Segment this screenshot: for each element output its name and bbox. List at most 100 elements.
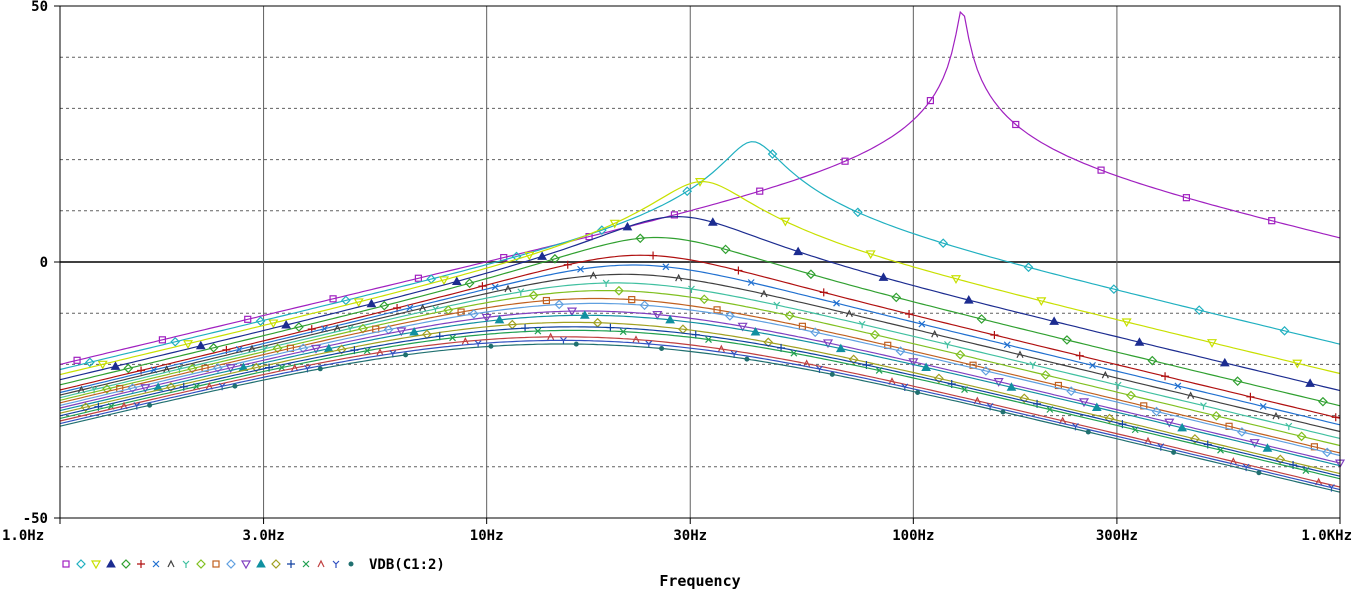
series-marker: [255, 316, 266, 327]
series-marker: [747, 279, 755, 286]
series-marker: [1174, 382, 1182, 390]
series-marker: [961, 386, 968, 394]
series-marker: [1101, 370, 1109, 379]
series-marker: [1272, 411, 1280, 420]
series-marker: [1259, 402, 1267, 410]
series-marker: [170, 336, 181, 347]
series-marker: [1305, 378, 1315, 387]
legend: VDB(C1:2): [62, 557, 445, 573]
series-marker: [534, 327, 542, 335]
series-marker: [278, 364, 286, 372]
x-tick-label: 30Hz: [673, 528, 707, 544]
series-marker: [1126, 390, 1136, 401]
series: [59, 215, 1341, 392]
series-marker: [317, 559, 325, 568]
series-marker: [773, 301, 781, 310]
series-marker: [478, 282, 487, 291]
series-marker: [682, 186, 693, 197]
series-marker: [1134, 337, 1145, 346]
series-marker: [195, 340, 206, 350]
series-marker: [713, 306, 721, 314]
series-marker: [1285, 422, 1293, 431]
series-marker: [547, 332, 555, 341]
series-group: [59, 10, 1346, 493]
series-line: [59, 10, 1341, 365]
series: [59, 310, 1341, 467]
series: [59, 279, 1341, 439]
series: [59, 341, 1341, 493]
series-marker: [1000, 409, 1006, 415]
series-marker: [152, 560, 160, 568]
series-marker: [790, 349, 798, 357]
series-marker: [1256, 470, 1262, 476]
y-tick-label: 0: [40, 255, 48, 271]
series-marker: [73, 356, 81, 364]
series-marker: [810, 327, 821, 338]
series-marker: [469, 309, 479, 319]
series-marker: [744, 356, 750, 362]
series-line: [59, 321, 1341, 475]
series-marker: [419, 303, 427, 312]
series-marker: [1078, 398, 1090, 408]
series-marker: [1190, 434, 1200, 444]
series-marker: [579, 310, 590, 319]
series-marker: [895, 346, 906, 356]
series-marker: [780, 217, 791, 227]
series-marker: [1109, 284, 1119, 294]
series-marker: [1217, 446, 1224, 454]
series-marker: [414, 274, 422, 282]
series-marker: [256, 558, 266, 568]
series-marker: [376, 348, 384, 356]
series-marker: [332, 560, 340, 568]
series-marker: [891, 292, 902, 303]
series-marker: [931, 329, 939, 338]
series: [59, 263, 1341, 426]
series-marker: [833, 299, 840, 307]
series-marker: [835, 343, 846, 353]
series-marker: [976, 314, 987, 324]
series-marker: [1275, 454, 1286, 465]
series-marker: [841, 157, 849, 165]
series-marker: [628, 296, 636, 304]
series-marker: [187, 363, 198, 374]
series-marker: [121, 559, 131, 569]
x-axis: 1.0Hz 3.0Hz 10Hz 30Hz 100Hz 300Hz 1.0KHz: [2, 518, 1352, 544]
series-marker: [1144, 436, 1152, 445]
series-marker: [963, 295, 974, 304]
series-marker: [597, 225, 607, 236]
series-marker: [806, 269, 816, 280]
series-line: [59, 236, 1341, 407]
series-marker: [140, 384, 151, 393]
series-marker: [218, 382, 226, 391]
series-marker: [488, 343, 494, 349]
series-marker: [461, 337, 469, 345]
series-marker: [609, 219, 620, 229]
series-marker: [271, 559, 281, 569]
series-marker: [1012, 120, 1020, 129]
series-marker: [127, 383, 138, 393]
series-marker: [1016, 350, 1024, 358]
series-marker: [244, 315, 252, 323]
series-marker: [310, 344, 322, 354]
series-marker: [1296, 431, 1307, 442]
series-marker: [521, 324, 530, 333]
series-marker: [1131, 426, 1139, 434]
series-marker: [1151, 406, 1162, 417]
series-line: [59, 329, 1341, 480]
series-marker: [511, 251, 522, 262]
series: [59, 299, 1341, 458]
series-line: [59, 326, 1341, 477]
series-line: [59, 264, 1341, 426]
series-marker: [176, 365, 183, 374]
series-marker: [589, 271, 597, 279]
series-marker: [97, 360, 108, 370]
series-marker: [542, 296, 551, 305]
series-marker: [566, 307, 578, 317]
series-marker: [80, 402, 91, 413]
series-marker: [272, 343, 283, 354]
series-marker: [147, 402, 153, 408]
series-marker: [573, 341, 579, 347]
series-marker: [602, 279, 610, 288]
series-marker: [120, 401, 128, 410]
